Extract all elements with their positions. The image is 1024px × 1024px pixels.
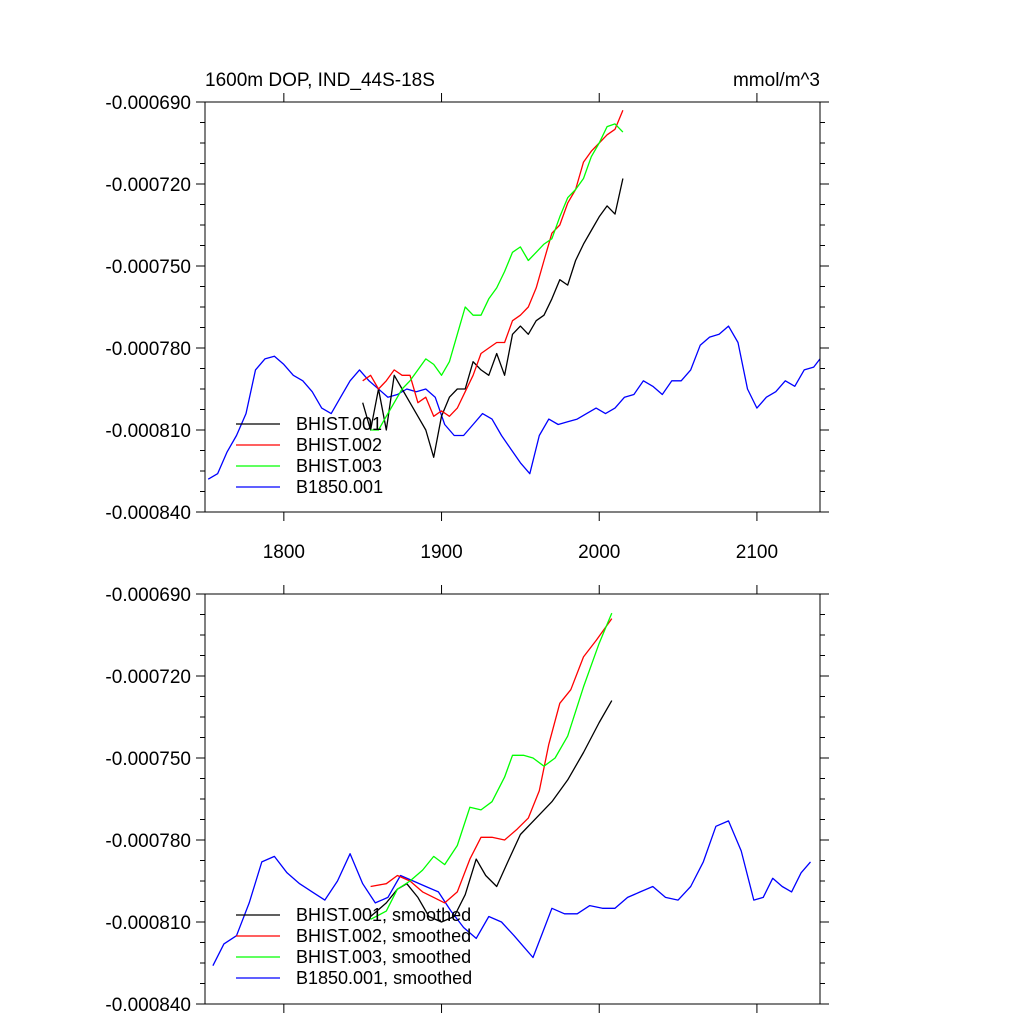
series-line-3 [212,820,811,966]
series-line-1 [362,109,624,417]
top-series-lines [207,109,821,480]
top-panel: 1600m DOP, IND_44S-18S mmol/m^3 -0.00069… [105,70,829,563]
x-tick-label: 2100 [736,542,778,563]
y-tick-label: -0.000810 [105,421,191,442]
bottom-panel: -0.000690 -0.000720 -0.000750 -0.000780 -0.0… [105,585,829,1016]
series-line-2 [370,123,624,431]
legend-label-2: BHIST.003 [296,456,382,476]
y-tick-label: -0.000750 [105,257,191,278]
x-tick-label: 1800 [263,542,305,563]
legend-label-1: BHIST.002, smoothed [296,926,471,946]
top-axes: -0.000690 -0.000720 -0.000750 -0.000780 -0.0… [105,93,829,563]
y-tick-label: -0.000810 [105,913,191,934]
bottom-plot-frame [204,593,821,1005]
series-line-3 [207,325,821,480]
bottom-series-lines [212,612,811,966]
y-tick-label: -0.000690 [105,585,191,606]
legend-label-0: BHIST.001 [296,414,382,434]
y-tick-label: -0.000780 [105,831,191,852]
units-label: mmol/m^3 [733,70,820,91]
y-tick-label: -0.000840 [105,995,191,1016]
y-tick-label: -0.000720 [105,667,191,688]
y-tick-label: -0.000750 [105,749,191,770]
x-tick-label: 1900 [420,542,462,563]
bottom-axes: -0.000690 -0.000720 -0.000750 -0.000780 -0.0… [105,585,829,1016]
y-tick-label: -0.000840 [105,503,191,524]
top-plot-frame [204,101,821,513]
y-tick-label: -0.000720 [105,175,191,196]
x-tick-label: 2000 [578,542,620,563]
legend-label-1: BHIST.002 [296,435,382,455]
y-tick-label: -0.000690 [105,93,191,114]
series-line-2 [370,612,613,920]
legend-label-3: B1850.001, smoothed [296,968,472,988]
series-line-0 [362,178,624,458]
series-line-1 [370,618,613,904]
plot-title: 1600m DOP, IND_44S-18S [205,70,435,91]
legend-label-0: BHIST.001, smoothed [296,905,471,925]
legend-label-2: BHIST.003, smoothed [296,947,471,967]
y-tick-label: -0.000780 [105,339,191,360]
series-line-0 [370,700,613,923]
legend-label-3: B1850.001 [296,477,383,497]
